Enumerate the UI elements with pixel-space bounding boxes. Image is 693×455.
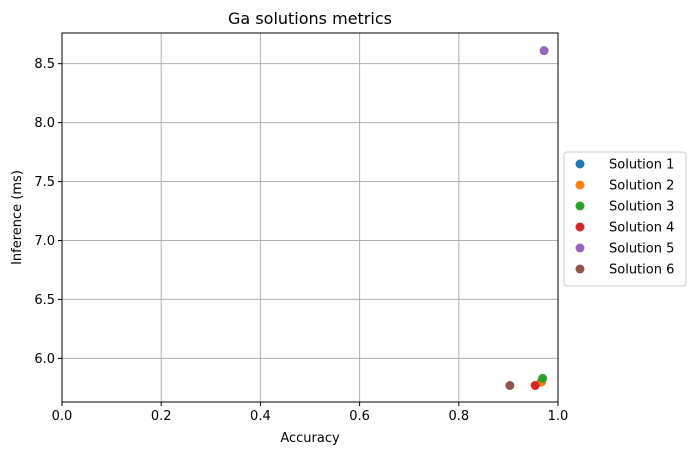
y-tick-label: 8.5 (34, 57, 55, 72)
data-point-solution-5 (539, 46, 549, 56)
y-tick-label: 7.0 (34, 234, 55, 249)
legend-marker (575, 243, 585, 253)
legend-marker (575, 159, 585, 169)
data-points (505, 46, 549, 390)
legend-marker (575, 180, 585, 190)
x-tick-label: 0.2 (151, 409, 172, 424)
x-tick-label: 0.4 (250, 409, 271, 424)
x-axis-label: Accuracy (280, 431, 340, 446)
legend-label: Solution 6 (609, 263, 674, 278)
y-tick-label: 6.5 (34, 293, 55, 308)
legend-label: Solution 1 (609, 158, 674, 173)
data-point-solution-3 (538, 373, 548, 383)
y-axis-ticks: 6.0 6.5 7.0 7.5 8.0 8.5 (34, 57, 62, 367)
x-axis-ticks: 0.0 0.2 0.4 0.6 0.8 1.0 (52, 402, 569, 424)
chart-title: Ga solutions metrics (228, 9, 392, 28)
legend-marker (575, 264, 585, 274)
y-tick-label: 7.5 (34, 175, 55, 190)
x-tick-label: 0.6 (349, 409, 370, 424)
legend-label: Solution 4 (609, 221, 674, 236)
data-point-solution-6 (505, 380, 515, 390)
legend: Solution 1 Solution 2 Solution 3 Solution 4… (563, 151, 687, 287)
x-tick-label: 1.0 (548, 409, 569, 424)
data-point-solution-4 (530, 380, 540, 390)
legend-marker (575, 201, 585, 211)
legend-box (563, 151, 687, 287)
legend-label: Solution 3 (609, 200, 674, 215)
y-tick-label: 6.0 (34, 352, 55, 367)
grid-lines (61, 33, 559, 402)
plot-frame (61, 32, 559, 403)
y-tick-label: 8.0 (34, 116, 55, 131)
legend-label: Solution 5 (609, 242, 674, 257)
y-axis-label: Inference (ms) (10, 170, 25, 265)
legend-label: Solution 2 (609, 179, 674, 194)
legend-marker (575, 222, 585, 232)
x-tick-label: 0.0 (52, 409, 73, 424)
x-tick-label: 0.8 (448, 409, 469, 424)
